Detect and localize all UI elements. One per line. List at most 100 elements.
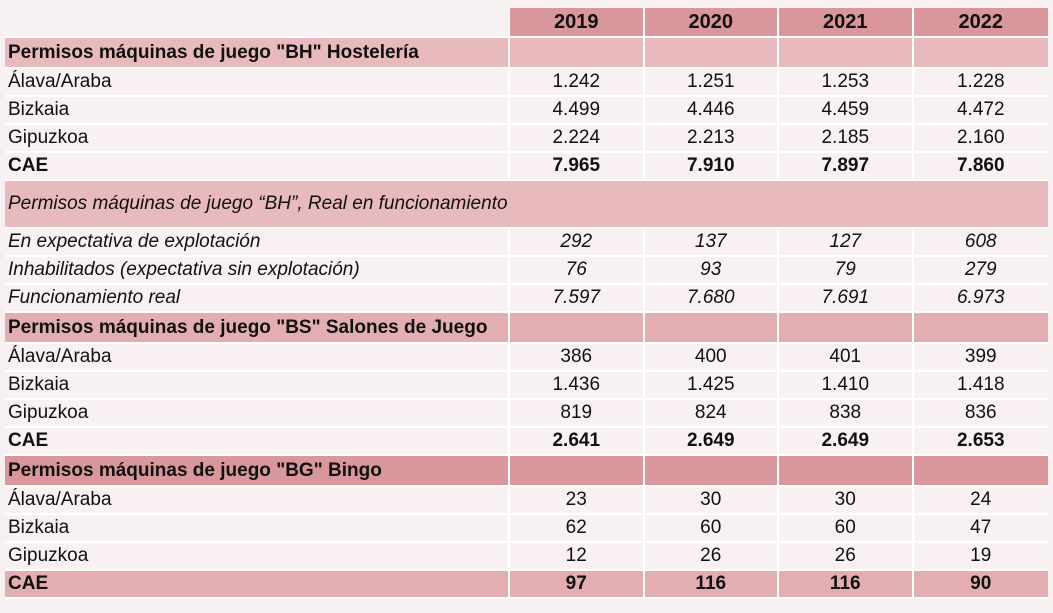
value-cell: 1.242 xyxy=(510,69,645,97)
value-cell: 79 xyxy=(779,257,914,285)
section-fill xyxy=(510,38,645,69)
value-cell: 1.410 xyxy=(779,372,914,400)
value-cell: 137 xyxy=(644,229,779,257)
table-row: Bizkaia 62 60 60 47 xyxy=(5,515,1048,543)
table-row: Álava/Araba 23 30 30 24 xyxy=(5,487,1048,515)
row-label: Gipuzkoa xyxy=(5,125,510,153)
value-cell: 836 xyxy=(913,400,1048,428)
total-row: CAE 2.641 2.649 2.649 2.653 xyxy=(5,428,1048,456)
value-cell: 30 xyxy=(779,487,914,515)
value-cell: 4.459 xyxy=(779,97,914,125)
section-header-bs: Permisos máquinas de juego "BS" Salones … xyxy=(5,313,1048,344)
section-fill xyxy=(913,38,1048,69)
value-cell: 7.680 xyxy=(644,285,779,313)
value-cell: 60 xyxy=(779,515,914,543)
table-row: Funcionamiento real 7.597 7.680 7.691 6.… xyxy=(5,285,1048,313)
value-cell: 127 xyxy=(779,229,914,257)
total-value: 7.897 xyxy=(779,153,914,181)
value-cell: 23 xyxy=(510,487,645,515)
table-row: Inhabilitados (expectativa sin explotaci… xyxy=(5,257,1048,285)
year-header: 2020 xyxy=(644,8,779,38)
section-fill xyxy=(644,456,779,487)
total-value: 7.860 xyxy=(913,153,1048,181)
section-fill xyxy=(779,313,914,344)
value-cell: 386 xyxy=(510,344,645,372)
value-cell: 2.213 xyxy=(644,125,779,153)
row-label: Bizkaia xyxy=(5,97,510,125)
value-cell: 7.691 xyxy=(779,285,914,313)
value-cell: 400 xyxy=(644,344,779,372)
row-label: En expectativa de explotación xyxy=(5,229,510,257)
year-header: 2021 xyxy=(779,8,914,38)
total-row: CAE 97 116 116 90 xyxy=(5,571,1048,599)
value-cell: 19 xyxy=(913,543,1048,571)
section-header-bh: Permisos máquinas de juego "BH" Hosteler… xyxy=(5,38,1048,69)
section-title: Permisos máquinas de juego "BH" Hosteler… xyxy=(5,38,510,69)
value-cell: 292 xyxy=(510,229,645,257)
value-cell: 6.973 xyxy=(913,285,1048,313)
permits-table: 2019 2020 2021 2022 Permisos máquinas de… xyxy=(5,8,1048,599)
value-cell: 26 xyxy=(644,543,779,571)
value-cell: 1.251 xyxy=(644,69,779,97)
total-value: 7.910 xyxy=(644,153,779,181)
value-cell: 2.160 xyxy=(913,125,1048,153)
value-cell: 824 xyxy=(644,400,779,428)
value-cell: 24 xyxy=(913,487,1048,515)
section-fill xyxy=(644,313,779,344)
value-cell: 608 xyxy=(913,229,1048,257)
section-fill xyxy=(779,38,914,69)
value-cell: 401 xyxy=(779,344,914,372)
section-fill xyxy=(510,313,645,344)
table-row: En expectativa de explotación 292 137 12… xyxy=(5,229,1048,257)
value-cell: 1.425 xyxy=(644,372,779,400)
total-value: 97 xyxy=(510,571,645,599)
total-row: CAE 7.965 7.910 7.897 7.860 xyxy=(5,153,1048,181)
row-label: Bizkaia xyxy=(5,372,510,400)
table-row: Álava/Araba 386 400 401 399 xyxy=(5,344,1048,372)
value-cell: 1.436 xyxy=(510,372,645,400)
total-value: 2.649 xyxy=(644,428,779,456)
table-row: Gipuzkoa 12 26 26 19 xyxy=(5,543,1048,571)
value-cell: 279 xyxy=(913,257,1048,285)
value-cell: 76 xyxy=(510,257,645,285)
value-cell: 30 xyxy=(644,487,779,515)
year-header: 2019 xyxy=(510,8,645,38)
value-cell: 399 xyxy=(913,344,1048,372)
row-label: Álava/Araba xyxy=(5,344,510,372)
value-cell: 819 xyxy=(510,400,645,428)
section-header-bh-real: Permisos máquinas de juego “BH”, Real en… xyxy=(5,181,1048,229)
value-cell: 62 xyxy=(510,515,645,543)
value-cell: 1.418 xyxy=(913,372,1048,400)
value-cell: 4.472 xyxy=(913,97,1048,125)
total-value: 2.641 xyxy=(510,428,645,456)
total-value: 90 xyxy=(913,571,1048,599)
row-label: Álava/Araba xyxy=(5,487,510,515)
table-row: Gipuzkoa 819 824 838 836 xyxy=(5,400,1048,428)
value-cell: 26 xyxy=(779,543,914,571)
value-cell: 47 xyxy=(913,515,1048,543)
table-row: Álava/Araba 1.242 1.251 1.253 1.228 xyxy=(5,69,1048,97)
section-header-bg: Permisos máquinas de juego "BG" Bingo xyxy=(5,456,1048,487)
value-cell: 2.224 xyxy=(510,125,645,153)
total-value: 116 xyxy=(779,571,914,599)
row-label: Funcionamiento real xyxy=(5,285,510,313)
value-cell: 1.228 xyxy=(913,69,1048,97)
table-row: Gipuzkoa 2.224 2.213 2.185 2.160 xyxy=(5,125,1048,153)
value-cell: 12 xyxy=(510,543,645,571)
table-row: Bizkaia 1.436 1.425 1.410 1.418 xyxy=(5,372,1048,400)
value-cell: 4.499 xyxy=(510,97,645,125)
value-cell: 60 xyxy=(644,515,779,543)
value-cell: 1.253 xyxy=(779,69,914,97)
row-label: Inhabilitados (expectativa sin explotaci… xyxy=(5,257,510,285)
row-label: Gipuzkoa xyxy=(5,400,510,428)
total-label: CAE xyxy=(5,571,510,599)
section-title: Permisos máquinas de juego "BS" Salones … xyxy=(5,313,510,344)
row-label: Bizkaia xyxy=(5,515,510,543)
value-cell: 838 xyxy=(779,400,914,428)
total-label: CAE xyxy=(5,153,510,181)
section-fill xyxy=(913,456,1048,487)
value-cell: 7.597 xyxy=(510,285,645,313)
year-header: 2022 xyxy=(913,8,1048,38)
row-label: Gipuzkoa xyxy=(5,543,510,571)
total-value: 2.653 xyxy=(913,428,1048,456)
